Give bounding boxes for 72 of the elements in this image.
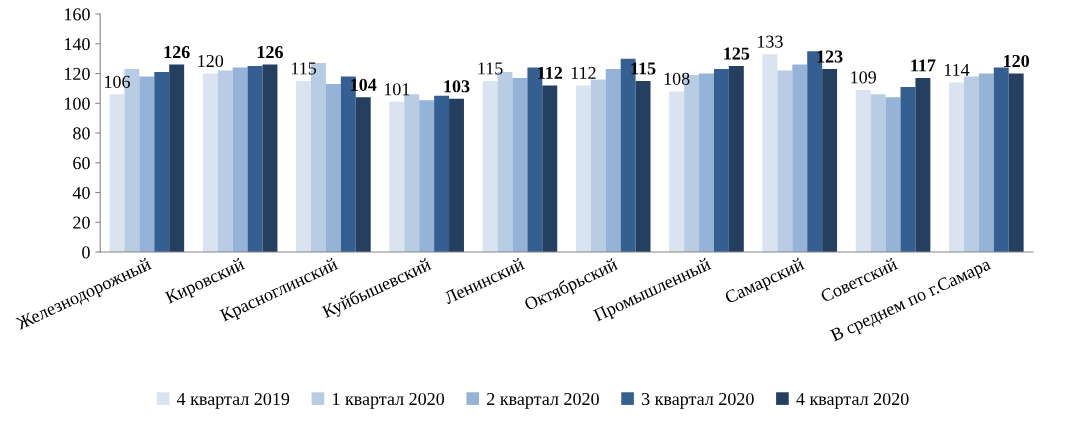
bar	[699, 73, 714, 253]
data-label: 126	[164, 46, 190, 59]
y-tick-label: 40	[72, 186, 90, 199]
bar	[262, 64, 278, 253]
bar	[419, 100, 435, 253]
bar	[855, 89, 871, 253]
y-tick-label: 140	[64, 38, 90, 51]
data-label: 109	[851, 71, 876, 84]
y-tick-label: 80	[73, 127, 90, 140]
bar	[217, 70, 233, 253]
bar	[109, 94, 125, 253]
data-label: 133	[757, 35, 783, 48]
bar	[1008, 73, 1024, 253]
bar	[542, 85, 558, 253]
y-tick-label: 160	[64, 8, 90, 21]
data-label: 112	[571, 66, 596, 79]
bar	[296, 80, 312, 253]
bar	[885, 97, 901, 253]
data-label: 120	[1004, 54, 1030, 68]
y-tick-label: 120	[64, 67, 90, 80]
bar	[325, 83, 341, 253]
bar	[482, 80, 498, 253]
data-label: 115	[478, 62, 503, 75]
bar	[512, 77, 528, 253]
bar	[139, 76, 155, 253]
bar	[389, 101, 405, 253]
bar	[870, 94, 886, 253]
bar	[635, 80, 651, 253]
data-label: 120	[198, 54, 224, 68]
legend-label: 4 квартал 2020	[796, 392, 909, 409]
y-tick-label: 0	[82, 246, 90, 259]
bar	[949, 82, 964, 253]
legend-label: 2 квартал 2020	[487, 392, 599, 409]
bar	[822, 69, 838, 253]
bar	[978, 73, 994, 253]
bar	[575, 85, 591, 253]
data-label: 125	[724, 47, 750, 60]
legend-label: 4 квартал 2019	[176, 392, 290, 409]
y-tick-label: 60	[73, 157, 90, 170]
y-tick-label: 100	[64, 97, 90, 110]
data-label: 101	[384, 83, 410, 96]
bar	[169, 64, 185, 253]
data-label: 126	[257, 46, 283, 59]
bar	[792, 64, 808, 253]
bar	[762, 54, 778, 253]
data-label: 103	[444, 80, 470, 93]
bar	[915, 77, 931, 253]
data-label: 106	[105, 75, 130, 88]
legend-label: 1 квартал 2020	[333, 392, 445, 409]
bar	[202, 73, 218, 253]
bar	[777, 70, 793, 253]
bar	[713, 69, 729, 253]
bar	[355, 97, 371, 253]
bar	[232, 67, 248, 253]
bar	[404, 94, 420, 253]
data-label: 115	[291, 62, 317, 75]
y-tick-label: 20	[73, 216, 90, 229]
bar	[154, 72, 170, 253]
bar	[434, 95, 450, 253]
bar	[605, 69, 621, 253]
data-label: 117	[911, 59, 936, 72]
bar	[963, 76, 979, 253]
bar	[669, 91, 685, 253]
data-label: 108	[664, 72, 690, 85]
bar	[247, 66, 263, 253]
data-label: 114	[944, 63, 970, 76]
legend-label: 3 квартал 2020	[641, 392, 754, 409]
bar	[993, 67, 1009, 253]
bar	[728, 66, 744, 253]
bar	[900, 86, 916, 253]
bar	[449, 98, 464, 253]
bar	[590, 79, 606, 253]
